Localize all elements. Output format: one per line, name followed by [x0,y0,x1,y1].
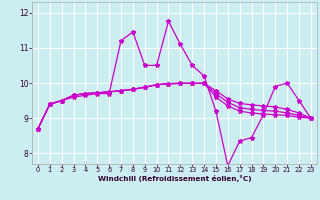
X-axis label: Windchill (Refroidissement éolien,°C): Windchill (Refroidissement éolien,°C) [98,175,251,182]
